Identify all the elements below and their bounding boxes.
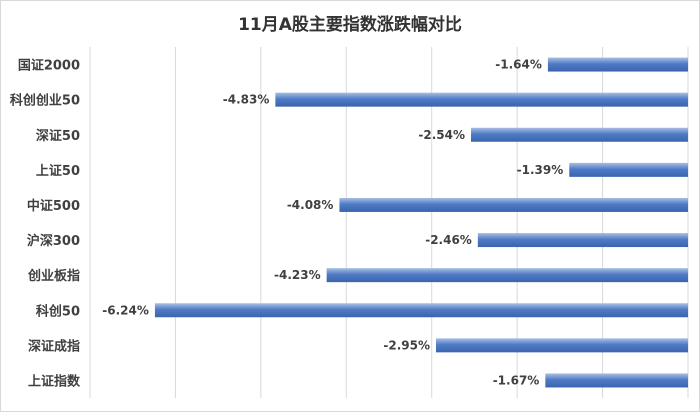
- chart-title: 11月A股主要指数涨跌幅对比: [238, 15, 462, 35]
- bar: [435, 338, 688, 353]
- category-label: 创业板指: [27, 268, 80, 284]
- labels: 国证2000 -1.64% 科创创业50 -4.83% 深证50 -2.54% 上证50 -1…: [10, 58, 563, 390]
- data-label: -1.64%: [495, 58, 542, 72]
- category-label: 上证指数: [28, 373, 81, 389]
- bars: [154, 57, 688, 388]
- bar: [275, 92, 688, 107]
- bar: [545, 373, 688, 388]
- data-label: -4.23%: [274, 268, 321, 282]
- bar: [547, 57, 688, 72]
- bar: [477, 233, 688, 248]
- data-label: -2.95%: [383, 338, 430, 352]
- bar: [471, 127, 688, 142]
- category-label: 科创50: [36, 303, 80, 319]
- bar: [154, 303, 688, 318]
- data-label: -6.24%: [102, 303, 149, 317]
- bar: [569, 162, 688, 177]
- category-label: 沪深300: [27, 233, 80, 249]
- bar: [326, 268, 688, 283]
- category-label: 国证2000: [18, 59, 80, 74]
- category-label: 上证50: [36, 164, 80, 179]
- data-label: -1.39%: [517, 163, 564, 177]
- data-label: -2.46%: [425, 233, 472, 247]
- data-label: -4.08%: [287, 198, 334, 212]
- data-label: -4.83%: [223, 93, 270, 107]
- category-label: 深证50: [36, 128, 80, 144]
- category-label: 深证成指: [28, 338, 80, 354]
- data-label: -1.67%: [493, 373, 540, 387]
- bar: [339, 197, 688, 212]
- category-label: 科创创业50: [10, 93, 80, 109]
- data-label: -2.54%: [418, 128, 465, 142]
- category-label: 中证500: [27, 198, 80, 214]
